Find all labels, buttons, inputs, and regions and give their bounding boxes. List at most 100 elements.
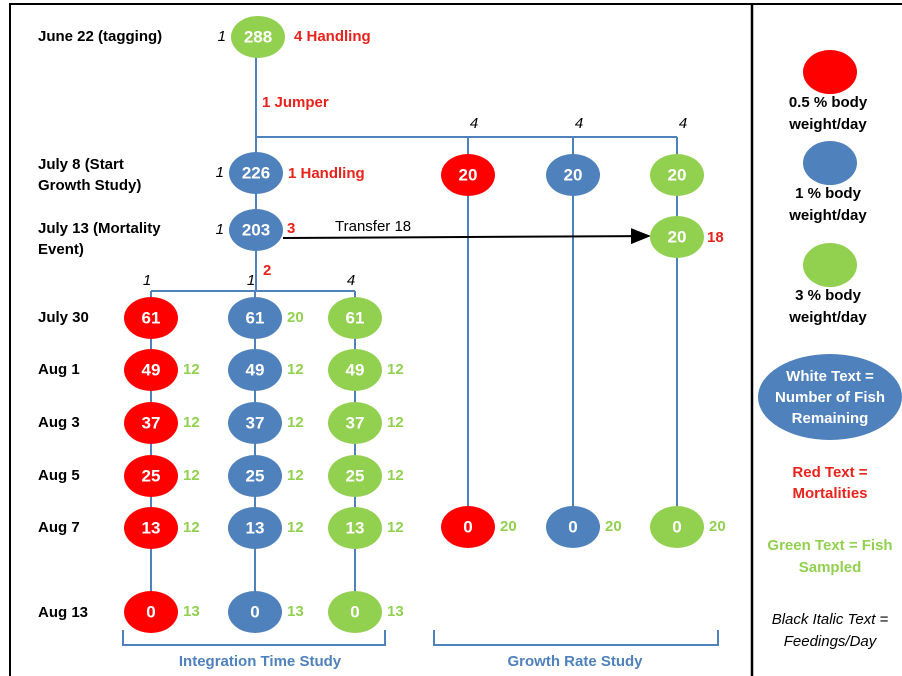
fish-node [228,591,282,633]
fish-node [328,297,382,339]
integration-bracket [122,630,386,646]
mortality-label: 2 [263,262,271,279]
fish-count: 20 [564,165,583,184]
fish-count: 20 [668,227,687,246]
mortality-label: 3 [287,220,295,237]
legend-swatch [803,50,857,94]
fish-count: 13 [246,518,265,537]
fish-count: 0 [146,602,155,621]
feedings-label: 4 [347,272,355,289]
study-label: Growth Rate Study [507,653,643,670]
feedings-label: 4 [679,115,687,132]
date-label: July 30 [38,309,89,326]
sampled-label: 13 [387,603,404,620]
fish-count: 20 [459,165,478,184]
sampled-label: 20 [500,518,517,535]
fish-node [546,154,600,196]
legend-swatch [803,243,857,287]
sampled-label: 12 [287,414,304,431]
fish-count: 25 [346,466,365,485]
fish-node [124,349,178,391]
feedings-label: 1 [216,164,224,181]
sampled-label: 12 [387,467,404,484]
feedings-label: 1 [247,272,255,289]
sampled-label: 13 [183,603,200,620]
fish-count: 49 [246,360,265,379]
key-label: Mortalities [792,485,867,502]
date-label: Aug 5 [38,467,80,484]
date-label: Growth Study) [38,177,141,194]
legend-label: weight/day [788,207,867,224]
sampled-label: 20 [709,518,726,535]
fish-node [124,455,178,497]
feedings-label: 4 [575,115,583,132]
sampled-label: 12 [183,519,200,536]
legend-label: 1 % body [795,185,862,202]
sampled-label: 12 [287,361,304,378]
date-label: July 8 (Start [38,156,124,173]
sampled-label: 12 [387,519,404,536]
sampled-label: 13 [287,603,304,620]
frame [9,3,902,676]
fish-node [228,402,282,444]
fish-node [228,455,282,497]
fish-count: 203 [242,220,270,239]
fish-count: 0 [672,517,681,536]
date-label: July 13 (Mortality [38,220,161,237]
key-label: Red Text = [792,464,867,481]
feedings-label: 1 [218,28,226,45]
key-label: White Text = [786,368,874,385]
key-label: Remaining [792,410,869,427]
mortality-label: 4 Handling [294,28,371,45]
transfer-label: Transfer 18 [335,218,411,235]
fish-count: 61 [346,308,365,327]
legend-label: 3 % body [795,287,862,304]
date-label: Event) [38,241,84,258]
fish-node [124,402,178,444]
key-label: Feedings/Day [784,633,878,650]
fish-node [650,154,704,196]
fish-count: 37 [142,413,161,432]
fish-count: 61 [246,308,265,327]
key-label: Green Text = Fish [767,537,892,554]
legend-label: 0.5 % body [789,94,868,111]
sampled-label: 20 [287,309,304,326]
fish-count: 0 [568,517,577,536]
fish-count: 37 [346,413,365,432]
fish-count: 13 [346,518,365,537]
mortality-label: 1 Jumper [262,94,329,111]
fish-count: 49 [142,360,161,379]
fish-node [229,209,283,251]
fish-node [228,507,282,549]
feedings-label: 1 [216,221,224,238]
fish-node [441,154,495,196]
sampled-label: 12 [387,361,404,378]
legend-label: weight/day [788,116,867,133]
fish-count: 0 [250,602,259,621]
sampled-label: 12 [387,414,404,431]
fish-count: 288 [244,27,272,46]
fish-node [328,455,382,497]
fish-node [328,591,382,633]
fish-node [124,297,178,339]
fish-node [124,507,178,549]
fish-count: 0 [350,602,359,621]
fish-node [231,16,285,58]
fish-node [228,297,282,339]
mortality-label: 1 Handling [288,165,365,182]
fish-count: 37 [246,413,265,432]
fish-count: 61 [142,308,161,327]
fish-node [124,591,178,633]
fish-node [441,506,495,548]
fish-count: 13 [142,518,161,537]
fish-count: 226 [242,163,270,182]
feedings-label: 1 [143,272,151,289]
fish-count: 49 [346,360,365,379]
sampled-label: 12 [183,361,200,378]
transfer-arrow [282,228,651,245]
date-label: Aug 3 [38,414,80,431]
key-label: Black Italic Text = [772,611,889,628]
fish-node [229,152,283,194]
key-swatch [758,354,902,440]
fish-node [650,216,704,258]
